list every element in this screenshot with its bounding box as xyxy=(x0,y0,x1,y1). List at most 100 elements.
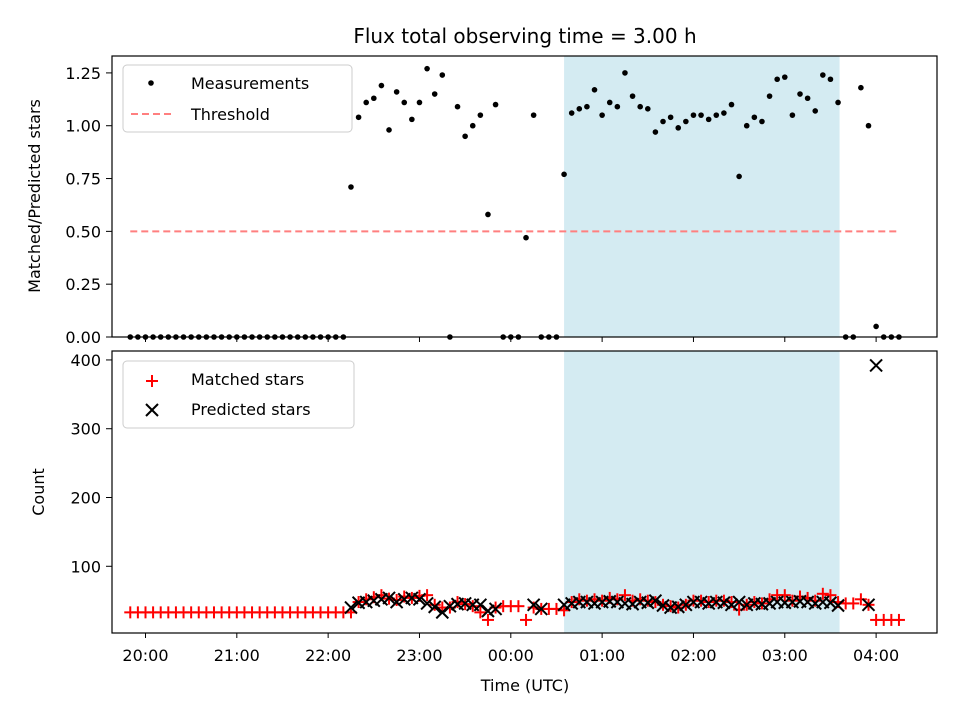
matched-star-point xyxy=(558,604,571,617)
matched-stars-points xyxy=(124,587,905,626)
measurement-point xyxy=(865,122,872,129)
measurement-point xyxy=(371,95,377,102)
matched-star-point xyxy=(428,598,441,611)
matched-star-point xyxy=(847,597,860,610)
matched-star-point xyxy=(816,587,829,600)
measurement-point xyxy=(629,93,636,99)
measurement-point xyxy=(759,118,765,125)
matched-star-point xyxy=(641,594,654,607)
measurement-point xyxy=(789,112,796,118)
measurement-point xyxy=(812,108,819,114)
matched-star-point xyxy=(778,589,791,602)
x-tick-label: 21:00 xyxy=(214,646,260,665)
measurement-point xyxy=(530,112,537,118)
measurement-point xyxy=(416,99,423,106)
bottom-legend-box xyxy=(122,360,355,429)
measurement-point xyxy=(858,84,864,91)
measurement-point xyxy=(820,72,826,78)
predicted-star-point xyxy=(412,592,427,607)
matched-star-point xyxy=(520,613,533,626)
matched-star-point xyxy=(892,613,905,626)
top-legend-box xyxy=(122,64,353,133)
predicted-star-point xyxy=(481,604,495,618)
measurement-point xyxy=(523,234,529,241)
x-axis-label: Time (UTC) xyxy=(480,676,569,695)
predicted-star-point xyxy=(435,605,450,620)
top-y-ticks: 0.00 0.25 0.50 0.75 1.00 1.25 xyxy=(65,64,112,347)
measurement-point xyxy=(683,118,689,125)
measurement-point xyxy=(766,93,773,99)
measurement-point xyxy=(781,74,788,80)
top-y-tick-label: 0.75 xyxy=(65,170,101,189)
measurement-point xyxy=(386,127,392,133)
matched-star-point xyxy=(390,593,403,606)
predicted-star-point xyxy=(869,358,883,373)
predicted-star-point xyxy=(488,602,503,616)
measurement-point xyxy=(698,112,704,118)
measurement-point xyxy=(378,82,385,89)
predicted-star-point xyxy=(823,596,838,610)
measurements-legend-marker xyxy=(148,80,154,86)
matched-star-point xyxy=(474,606,487,619)
measurement-point xyxy=(591,87,598,93)
matched-star-point xyxy=(618,589,631,602)
predicted-star-point xyxy=(861,598,876,612)
x-tick-label: 20:00 xyxy=(122,646,168,665)
top-x-ticks xyxy=(144,337,877,342)
predicted-star-point xyxy=(717,596,731,610)
measurement-point xyxy=(606,99,613,106)
measurement-point xyxy=(705,116,712,123)
measurement-point xyxy=(804,95,811,102)
measurement-point xyxy=(652,129,659,135)
bottom-y-tick-label: 200 xyxy=(70,489,101,508)
top-y-tick-label: 0.50 xyxy=(65,222,101,241)
measurement-point xyxy=(873,323,879,330)
measurement-point xyxy=(363,99,369,106)
measurement-point xyxy=(667,114,674,121)
predicted-star-point xyxy=(344,600,358,615)
measurement-point xyxy=(401,99,408,106)
matched-legend-marker xyxy=(146,375,158,387)
predicted-star-point xyxy=(534,602,548,616)
measurement-point xyxy=(431,91,438,97)
measurement-point xyxy=(751,114,758,121)
predicted-star-point xyxy=(443,599,457,613)
x-tick-label: 04:00 xyxy=(853,646,899,665)
predicted-star-point xyxy=(831,598,845,613)
predicted-star-point xyxy=(679,598,693,612)
top-y-tick-label: 0.00 xyxy=(65,328,101,347)
predicted-legend-marker xyxy=(145,403,159,417)
matched-star-point xyxy=(481,613,494,626)
measurement-point xyxy=(355,114,362,121)
measurement-point xyxy=(736,173,742,180)
bottom-y-tick-label: 300 xyxy=(70,420,101,439)
measurement-point xyxy=(485,211,491,218)
measurement-point xyxy=(728,101,735,108)
top-axes-frame xyxy=(111,55,938,338)
predicted-star-point xyxy=(427,600,442,614)
measurement-point xyxy=(393,89,400,95)
measurements-legend-label: Measurements xyxy=(191,74,309,93)
chart-title: Flux total observing time = 3.00 h xyxy=(353,24,696,48)
measurement-point xyxy=(561,171,567,178)
predicted-legend-label: Predicted stars xyxy=(191,400,311,419)
measurement-point xyxy=(743,122,750,129)
observing-span-bottom xyxy=(564,351,840,633)
bottom-panel: 100 200 300 400 20:00 21:00 22:00 23:00 00:00 01… xyxy=(29,350,938,695)
predicted-star-point xyxy=(671,600,685,614)
bottom-legend: Matched stars Predicted stars xyxy=(122,360,355,429)
x-tick-label: 23:00 xyxy=(396,646,442,665)
matched-legend-label: Matched stars xyxy=(191,370,304,389)
predicted-star-point xyxy=(420,596,434,611)
x-tick-label: 00:00 xyxy=(488,646,534,665)
predicted-star-point xyxy=(732,595,746,609)
measurement-point xyxy=(644,106,651,112)
predicted-star-point xyxy=(526,598,541,612)
bottom-y-tick-label: 400 xyxy=(70,351,101,370)
top-y-tick-label: 0.25 xyxy=(65,275,101,294)
measurement-point xyxy=(827,76,834,83)
bottom-x-ticks: 20:00 21:00 22:00 23:00 00:00 01:00 02:00 03:00… xyxy=(122,633,899,665)
x-tick-label: 03:00 xyxy=(762,646,808,665)
measurement-point xyxy=(637,103,643,110)
measurement-point xyxy=(660,118,666,125)
